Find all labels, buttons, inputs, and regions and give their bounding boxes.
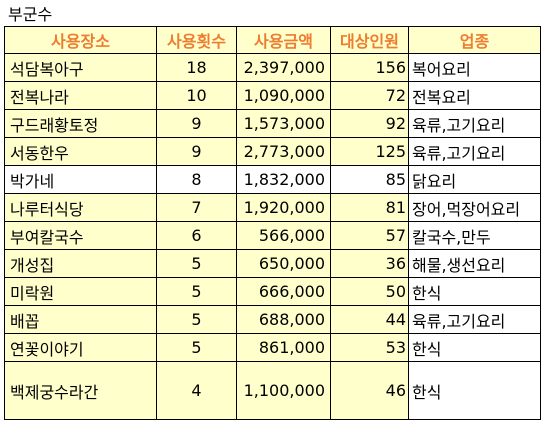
cell-count[interactable]: 5 xyxy=(156,277,237,306)
cell-place[interactable]: 미락원 xyxy=(4,277,157,306)
cell-amount[interactable]: 1,090,000 xyxy=(236,81,331,110)
cell-amount[interactable]: 1,920,000 xyxy=(236,193,331,222)
cell-count[interactable]: 9 xyxy=(156,137,237,166)
cell-place[interactable]: 석담복아구 xyxy=(4,53,157,82)
cell-business[interactable]: 복어요리 xyxy=(408,53,541,82)
table-row: 연꽃이야기 5 861,000 53 한식 xyxy=(4,333,541,362)
header-row: 사용장소 사용횟수 사용금액 대상인원 업종 xyxy=(4,26,541,54)
table-row: 백제궁수라간 4 1,100,000 46 한식 xyxy=(4,361,541,420)
cell-count[interactable]: 18 xyxy=(156,53,237,82)
cell-count[interactable]: 9 xyxy=(156,109,237,138)
cell-count[interactable]: 5 xyxy=(156,249,237,278)
table-body: 석담복아구 18 2,397,000 156 복어요리 전복나라 10 1,09… xyxy=(4,53,541,420)
cell-people[interactable]: 36 xyxy=(330,249,409,278)
table-row: 미락원 5 666,000 50 한식 xyxy=(4,277,541,306)
cell-people[interactable]: 72 xyxy=(330,81,409,110)
cell-business[interactable]: 육류,고기요리 xyxy=(408,109,541,138)
cell-place[interactable]: 연꽃이야기 xyxy=(4,333,157,362)
cell-amount[interactable]: 2,397,000 xyxy=(236,53,331,82)
cell-amount[interactable]: 1,832,000 xyxy=(236,165,331,194)
expense-table: 사용장소 사용횟수 사용금액 대상인원 업종 석담복아구 18 2,397,00… xyxy=(4,26,541,420)
cell-place[interactable]: 전복나라 xyxy=(4,81,157,110)
cell-people[interactable]: 92 xyxy=(330,109,409,138)
cell-business[interactable]: 해물,생선요리 xyxy=(408,249,541,278)
cell-count[interactable]: 10 xyxy=(156,81,237,110)
header-place[interactable]: 사용장소 xyxy=(4,26,157,54)
cell-people[interactable]: 85 xyxy=(330,165,409,194)
cell-amount[interactable]: 1,100,000 xyxy=(236,361,331,420)
table-row: 구드래황토정 9 1,573,000 92 육류,고기요리 xyxy=(4,109,541,138)
cell-place[interactable]: 백제궁수라간 xyxy=(4,361,157,420)
cell-count[interactable]: 5 xyxy=(156,305,237,334)
table-row: 석담복아구 18 2,397,000 156 복어요리 xyxy=(4,53,541,82)
sheet-title-cell[interactable]: 부군수 xyxy=(0,0,542,26)
cell-count[interactable]: 6 xyxy=(156,221,237,250)
header-amount[interactable]: 사용금액 xyxy=(236,26,331,54)
cell-people[interactable]: 81 xyxy=(330,193,409,222)
cell-people[interactable]: 46 xyxy=(330,361,409,420)
cell-amount[interactable]: 566,000 xyxy=(236,221,331,250)
cell-amount[interactable]: 861,000 xyxy=(236,333,331,362)
cell-people[interactable]: 156 xyxy=(330,53,409,82)
table-row: 부여칼국수 6 566,000 57 칼국수,만두 xyxy=(4,221,541,250)
header-count[interactable]: 사용횟수 xyxy=(156,26,237,54)
cell-people[interactable]: 57 xyxy=(330,221,409,250)
cell-business[interactable]: 장어,먹장어요리 xyxy=(408,193,541,222)
cell-business[interactable]: 한식 xyxy=(408,277,541,306)
cell-amount[interactable]: 688,000 xyxy=(236,305,331,334)
cell-business[interactable]: 육류,고기요리 xyxy=(408,305,541,334)
table-row: 전복나라 10 1,090,000 72 전복요리 xyxy=(4,81,541,110)
cell-amount[interactable]: 1,573,000 xyxy=(236,109,331,138)
cell-amount[interactable]: 650,000 xyxy=(236,249,331,278)
cell-count[interactable]: 8 xyxy=(156,165,237,194)
table-row: 나루터식당 7 1,920,000 81 장어,먹장어요리 xyxy=(4,193,541,222)
cell-place[interactable]: 서동한우 xyxy=(4,137,157,166)
cell-place[interactable]: 구드래황토정 xyxy=(4,109,157,138)
cell-place[interactable]: 배꼽 xyxy=(4,305,157,334)
cell-people[interactable]: 125 xyxy=(330,137,409,166)
header-business[interactable]: 업종 xyxy=(408,26,541,54)
cell-count[interactable]: 7 xyxy=(156,193,237,222)
cell-place[interactable]: 박가네 xyxy=(4,165,157,194)
cell-business[interactable]: 전복요리 xyxy=(408,81,541,110)
table-row: 배꼽 5 688,000 44 육류,고기요리 xyxy=(4,305,541,334)
cell-business[interactable]: 칼국수,만두 xyxy=(408,221,541,250)
cell-place[interactable]: 개성집 xyxy=(4,249,157,278)
table-row: 개성집 5 650,000 36 해물,생선요리 xyxy=(4,249,541,278)
cell-business[interactable]: 한식 xyxy=(408,333,541,362)
cell-place[interactable]: 나루터식당 xyxy=(4,193,157,222)
cell-business[interactable]: 육류,고기요리 xyxy=(408,137,541,166)
table-row: 박가네 8 1,832,000 85 닭요리 xyxy=(4,165,541,194)
cell-people[interactable]: 53 xyxy=(330,333,409,362)
cell-business[interactable]: 한식 xyxy=(408,361,541,420)
cell-amount[interactable]: 666,000 xyxy=(236,277,331,306)
table-row: 서동한우 9 2,773,000 125 육류,고기요리 xyxy=(4,137,541,166)
cell-count[interactable]: 5 xyxy=(156,333,237,362)
cell-amount[interactable]: 2,773,000 xyxy=(236,137,331,166)
cell-count[interactable]: 4 xyxy=(156,361,237,420)
cell-people[interactable]: 44 xyxy=(330,305,409,334)
header-people[interactable]: 대상인원 xyxy=(330,26,409,54)
cell-place[interactable]: 부여칼국수 xyxy=(4,221,157,250)
sheet-title: 부군수 xyxy=(8,5,53,24)
cell-business[interactable]: 닭요리 xyxy=(408,165,541,194)
cell-people[interactable]: 50 xyxy=(330,277,409,306)
